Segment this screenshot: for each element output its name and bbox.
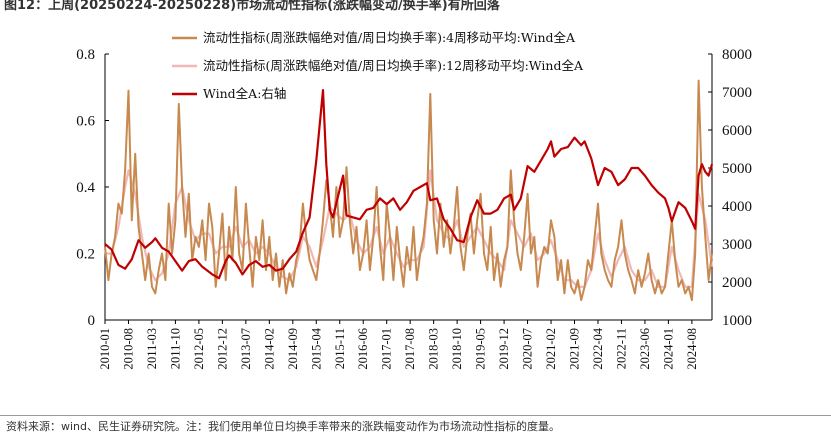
x-tick-label: 2023-06 — [638, 328, 652, 370]
right-tick-label: 4000 — [722, 199, 752, 215]
series-layer — [104, 79, 714, 302]
x-tick-label: 2012-12 — [215, 328, 229, 370]
right-tick-label: 1000 — [722, 313, 752, 329]
x-tick-label: 2016-06 — [356, 328, 370, 370]
x-tick-label: 2010-01 — [98, 328, 112, 370]
liquidity-chart: 0 0.2 0.4 0.6 0.8 1000 2000 3000 4000 5000 6000 700… — [76, 30, 752, 370]
x-tick-label: 2014-02 — [262, 328, 276, 370]
left-tick-label: 0.6 — [76, 114, 95, 130]
x-tick-label: 2012-05 — [192, 328, 206, 370]
source-note: 资料来源：wind、民生证券研究院。注：我们使用单位日均换手率带来的涨跌幅变动作… — [6, 420, 561, 433]
legend-label: 流动性指标(周涨跌幅绝对值/周日均换手率):4周移动平均:Wind全A — [203, 30, 576, 45]
left-tick-label: 0 — [88, 313, 96, 329]
x-tick-label: 2022-04 — [591, 327, 605, 369]
x-tick-label: 2018-10 — [450, 328, 464, 370]
left-tick-label: 0.8 — [76, 47, 95, 63]
legend-label: Wind全A:右轴 — [203, 86, 286, 101]
x-tick-label: 2018-03 — [427, 328, 441, 370]
x-tick-label: 2015-04 — [309, 327, 323, 369]
x-tick-label: 2011-03 — [145, 328, 159, 369]
chart-legend: 流动性指标(周涨跌幅绝对值/周日均换手率):4周移动平均:Wind全A 流动性指标… — [172, 30, 584, 101]
x-tick-label: 2017-01 — [380, 328, 394, 370]
x-tick-label: 2011-10 — [168, 328, 182, 369]
x-tick-label: 2010-08 — [121, 328, 135, 370]
right-tick-label: 3000 — [722, 237, 752, 253]
right-tick-label: 5000 — [722, 161, 752, 177]
right-tick-label: 6000 — [722, 123, 752, 139]
x-tick-label: 2015-11 — [333, 328, 347, 369]
series-wind-a-line — [104, 89, 714, 280]
legend-label: 流动性指标(周涨跌幅绝对值/周日均换手率):12周移动平均:Wind全A — [203, 58, 584, 73]
axes-layer: 0 0.2 0.4 0.6 0.8 1000 2000 3000 4000 5000 6000 700… — [76, 47, 752, 370]
x-tick-label: 2014-09 — [286, 328, 300, 370]
right-tick-label: 7000 — [722, 85, 752, 101]
series-4w-line — [104, 79, 713, 302]
x-tick-label: 2021-02 — [544, 328, 558, 370]
left-tick-label: 0.4 — [76, 180, 95, 196]
x-tick-label: 2022-11 — [614, 328, 628, 369]
x-tick-label: 2017-08 — [403, 328, 417, 370]
x-tick-label: 2019-12 — [497, 328, 511, 370]
footer-divider — [0, 415, 831, 416]
x-tick-label: 2019-05 — [474, 328, 488, 370]
left-tick-label: 0.2 — [76, 247, 95, 263]
x-tick-label: 2024-08 — [685, 328, 699, 370]
right-tick-label: 2000 — [722, 275, 752, 291]
figure-title: 图12：上周(20250224-20250228)市场流动性指标(涨跌幅变动/换… — [4, 0, 500, 13]
x-tick-label: 2013-07 — [239, 328, 253, 370]
right-tick-label: 8000 — [722, 47, 752, 63]
x-tick-label: 2020-07 — [521, 328, 535, 370]
x-tick-label: 2024-01 — [661, 328, 675, 370]
x-tick-label: 2021-09 — [568, 328, 582, 370]
